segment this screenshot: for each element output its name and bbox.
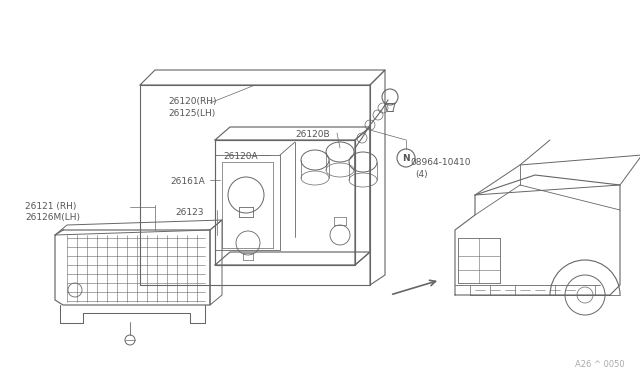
Text: 26125(LH): 26125(LH) <box>168 109 215 118</box>
Text: (4): (4) <box>415 170 428 179</box>
Text: A26 ^ 0050: A26 ^ 0050 <box>575 360 625 369</box>
Text: 08964-10410: 08964-10410 <box>410 158 470 167</box>
Text: 26120B: 26120B <box>295 130 330 139</box>
Text: 26120A: 26120A <box>223 152 258 161</box>
Text: 26121 (RH): 26121 (RH) <box>25 202 76 211</box>
Text: 26126M(LH): 26126M(LH) <box>25 213 80 222</box>
Text: 26161A: 26161A <box>170 177 205 186</box>
Text: N: N <box>402 154 410 163</box>
Text: 26123: 26123 <box>175 208 204 217</box>
Text: 26120(RH): 26120(RH) <box>168 97 216 106</box>
